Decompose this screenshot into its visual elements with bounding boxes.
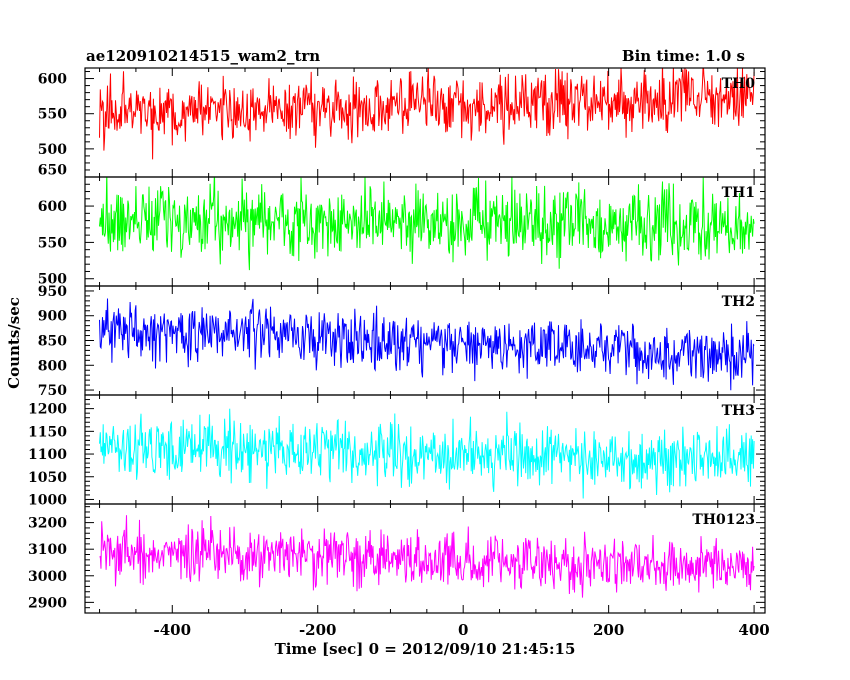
x-tick-label: 400	[738, 621, 769, 639]
y-tick-label: 900	[38, 309, 67, 325]
series-line-th0	[99, 68, 755, 160]
series-label-th0123: TH0123	[692, 512, 755, 528]
panel-th0: 500 550 600 TH0	[38, 67, 766, 178]
y-tick-label: 500	[38, 142, 67, 158]
y-tick-label: 600	[38, 72, 67, 88]
y-tick-label: 2900	[28, 595, 67, 611]
x-axis-label: Time [sec] 0 = 2012/09/10 21:45:15	[275, 640, 576, 658]
series-label-th0: TH0	[722, 76, 756, 92]
series-line-th3	[99, 408, 755, 499]
series-line-th1	[99, 177, 755, 271]
y-tick-label: 750	[38, 383, 67, 399]
panel-th1: 500 550 600 650 TH1	[38, 163, 766, 288]
series-label-th3: TH3	[722, 403, 755, 419]
y-tick-label: 1200	[28, 402, 67, 418]
y-tick-label: 950	[38, 284, 67, 300]
x-tick-label: 200	[593, 621, 624, 639]
bin-time-label: Bin time: 1.0 s	[622, 47, 745, 65]
panel-th2: 750 800 850 900 950 TH2	[38, 284, 766, 399]
y-tick-label: 550	[38, 107, 67, 123]
y-tick-label: 600	[38, 199, 67, 215]
series-label-th2: TH2	[722, 294, 755, 310]
y-tick-label: 1050	[28, 470, 67, 486]
y-tick-label: 3000	[28, 569, 67, 585]
x-tick-label: 0	[458, 621, 468, 639]
y-tick-label: 3100	[28, 542, 67, 558]
series-line-th0123	[99, 515, 755, 598]
y-tick-label: 850	[38, 334, 67, 350]
y-tick-label: 3200	[28, 516, 67, 532]
panel-th0123: 2900 3000 3100 3200 TH0123	[28, 503, 766, 614]
y-tick-label: 550	[38, 235, 67, 251]
panels-group: 500 550 600 TH0 500 550 600 650 TH1 750 800 850 900 9…	[28, 67, 766, 614]
series-label-th1: TH1	[722, 185, 755, 201]
y-axis-label: Counts/sec	[5, 297, 23, 389]
panel-frame	[84, 503, 766, 614]
y-tick-label: 650	[38, 163, 67, 179]
x-axis: -400 -200 0 200 400	[153, 621, 769, 639]
chart-title: ae120910214515_wam2_trn	[86, 47, 320, 65]
y-tick-label: 800	[38, 358, 67, 374]
y-tick-label: 1150	[28, 424, 67, 440]
y-tick-label: 500	[38, 272, 67, 288]
series-line-th2	[99, 298, 755, 391]
y-tick-label: 1000	[28, 492, 67, 508]
x-tick-label: -200	[299, 621, 337, 639]
x-tick-label: -400	[153, 621, 191, 639]
y-tick-label: 1100	[28, 447, 67, 463]
panel-th3: 1000 1050 1100 1150 1200 TH3	[28, 394, 766, 508]
